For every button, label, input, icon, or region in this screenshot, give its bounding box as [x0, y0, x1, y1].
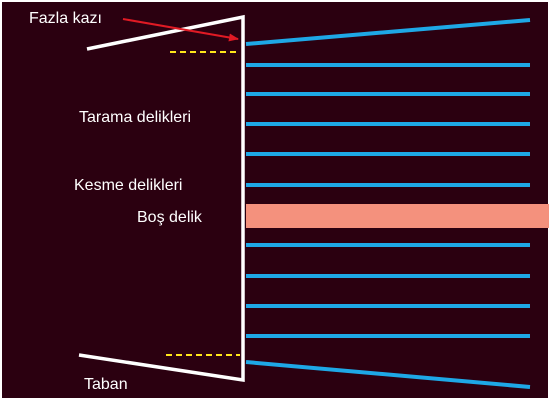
red-arrow-icon	[122, 18, 239, 42]
excavation-outline	[78, 14, 245, 383]
overbreak-label: Fazla kazı	[29, 10, 102, 27]
angled-hole-bottom	[245, 360, 531, 389]
empty-hole-label: Boş delik	[137, 209, 202, 226]
scan-holes-label: Tarama delikleri	[79, 109, 192, 126]
cut-holes-label: Kesme delikleri	[74, 177, 183, 194]
angled-hole-top	[245, 18, 531, 46]
floor-label: Taban	[84, 376, 128, 393]
empty-hole-bar	[246, 204, 549, 228]
